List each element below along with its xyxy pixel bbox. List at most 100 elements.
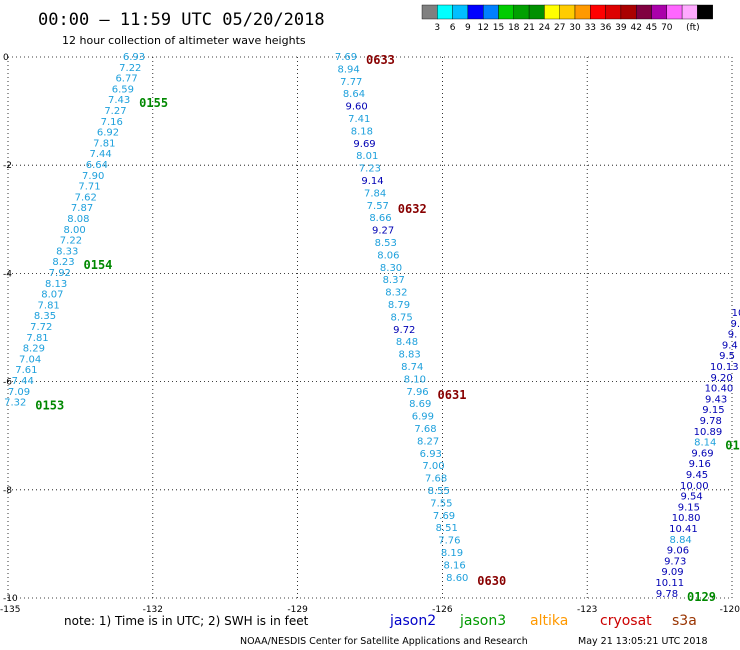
swh-value: 8.23 (52, 257, 74, 268)
legend-swatch (681, 4, 698, 20)
swh-value: 10.11 (655, 578, 684, 589)
satellite-label: altika (530, 613, 568, 629)
legend-label: 12 (477, 23, 488, 33)
legend-swatch (528, 4, 545, 20)
legend-label: 36 (600, 23, 612, 33)
time-tick-label: -2 (3, 161, 12, 171)
swh-value: 7.90 (82, 171, 104, 182)
swh-value: 6.92 (97, 128, 119, 139)
swh-value: 7.81 (93, 138, 115, 149)
page-title: 00:00 – 11:59 UTC 05/20/2018 (38, 10, 325, 30)
swh-value: 7.96 (406, 387, 428, 398)
swh-value: 8.83 (398, 350, 420, 361)
swh-value: 7.61 (15, 365, 37, 376)
swh-value: 9.73 (664, 556, 686, 567)
swh-value: 9.45 (686, 470, 708, 481)
lon-tick-label: -126 (432, 605, 453, 615)
pass-label: 0153 (35, 399, 64, 413)
swh-value: 8.48 (396, 337, 418, 348)
swh-value: 7.92 (49, 268, 71, 279)
legend-label: 33 (585, 23, 596, 33)
legend-label: 21 (523, 23, 534, 33)
swh-value: 7.27 (104, 106, 126, 117)
swh-value: 10.41 (669, 524, 698, 535)
swh-value: 9.43 (705, 394, 727, 405)
lon-tick-label: -123 (577, 605, 597, 615)
legend-swatch (483, 4, 499, 20)
legend-swatch (421, 4, 438, 20)
swh-value: 7.43 (108, 95, 130, 106)
swh-value: 9.15 (702, 405, 724, 416)
time-tick-label: 0 (3, 53, 9, 63)
swh-value: 7.22 (119, 63, 141, 74)
swh-value: 8.01 (356, 151, 378, 162)
swh-value: 9.16 (689, 459, 711, 470)
swh-value: 7.81 (26, 333, 48, 344)
swh-value: 8.13 (45, 279, 67, 290)
swh-value: 7.76 (438, 536, 460, 547)
lon-tick-label: -129 (287, 605, 308, 615)
swh-value: 8.19 (441, 548, 463, 559)
satellite-label: s3a (672, 613, 697, 629)
swh-value: 10.00 (680, 481, 709, 492)
legend-label: 3 (434, 23, 440, 33)
pass-label: 0632 (398, 202, 427, 216)
swh-value: 7.69 (335, 52, 357, 63)
legend-swatch (666, 4, 683, 20)
legend-label: 24 (539, 23, 551, 33)
swh-value: 7.81 (38, 300, 60, 311)
swh-value: 8.10 (404, 374, 426, 385)
legend-label: 70 (661, 23, 673, 33)
swh-value: 10.80 (672, 513, 701, 524)
swh-value: 9.54 (680, 492, 702, 503)
legend-swatch (559, 4, 576, 20)
track-b: 7.698.947.778.649.607.418.189.698.017.23… (335, 52, 506, 588)
swh-value: 9.06 (667, 546, 689, 557)
legend-swatch (636, 4, 652, 20)
swh-value: 8.14 (694, 438, 716, 449)
swh-value: 7.87 (71, 203, 93, 214)
legend-swatch (605, 4, 622, 20)
swh-value: 7.41 (348, 114, 370, 125)
time-tick-label: -10 (3, 594, 18, 604)
satellite-label: cryosat (600, 613, 652, 629)
swh-value: 8.30 (380, 263, 402, 274)
swh-value: 7.62 (75, 192, 97, 203)
legend-swatch (697, 4, 713, 20)
time-tick-label: -8 (3, 486, 12, 496)
swh-value: 7.68 (425, 474, 447, 485)
lon-tick-label: -135 (0, 605, 20, 615)
swh-value: 7.55 (430, 498, 452, 509)
swh-value: 7.32 (4, 398, 26, 409)
satellite-legend: jason2 jason3 altika cryosat s3a (389, 613, 697, 629)
legend-label: 6 (450, 23, 456, 33)
swh-value: 7.72 (30, 322, 52, 333)
swh-value: 7.77 (340, 77, 362, 88)
lon-tick-label: -120 (720, 605, 740, 615)
legend-label: 15 (493, 23, 504, 33)
swh-value: 7.84 (364, 188, 386, 199)
swh-value: 8.51 (436, 523, 458, 534)
swh-value: 9.27 (372, 226, 394, 237)
pass-label: 0129 (687, 590, 716, 604)
swh-value: 10 (732, 308, 740, 319)
swh-value: 10.13 (710, 362, 739, 373)
footer-credit: NOAA/NESDIS Center for Satellite Applica… (240, 636, 528, 647)
swh-value: 8.75 (391, 312, 413, 323)
swh-value: 6.93 (123, 52, 145, 63)
swh-value: 8.16 (444, 560, 466, 571)
legend-label: 18 (508, 23, 520, 33)
swh-value: 7.57 (367, 201, 389, 212)
swh-value: 8.07 (41, 290, 63, 301)
swh-value: 9.78 (656, 589, 678, 600)
swh-value: 10.40 (705, 384, 734, 395)
pass-label: 01 (725, 439, 739, 453)
swh-value: 7.44 (89, 149, 111, 160)
swh-value: 9.20 (710, 373, 732, 384)
pass-label: 0155 (139, 96, 168, 110)
legend-label: 9 (465, 23, 471, 33)
swh-value: 9.15 (678, 502, 700, 513)
swh-value: 7.23 (359, 164, 381, 175)
